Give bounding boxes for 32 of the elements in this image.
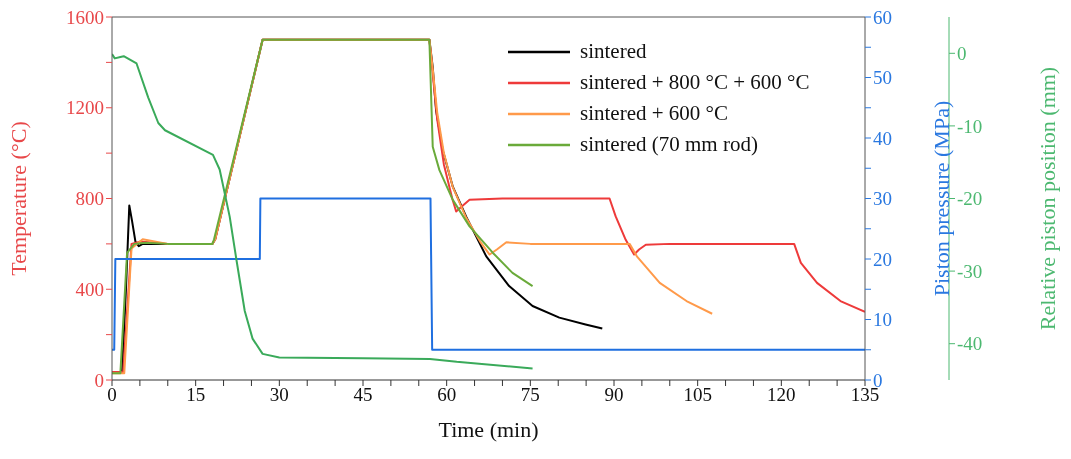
y-axis-title: Temperature (°C) [5, 121, 31, 276]
x-tick-label: 45 [353, 384, 373, 406]
y3-tick-label: 0 [957, 43, 967, 65]
y3-axis-title: Relative piston position (mm) [1034, 66, 1060, 331]
x-tick-label: 60 [437, 384, 457, 406]
y2-axis-title: Piston pressure (MPa) [928, 100, 954, 297]
y-tick-label: 1200 [66, 97, 104, 119]
y-tick-label: 0 [94, 369, 104, 391]
x-tick-label: 105 [683, 384, 712, 406]
x-tick-label: 75 [520, 384, 540, 406]
x-tick-label: 15 [186, 384, 206, 406]
y3-tick-label: -30 [957, 260, 983, 282]
y2-tick-label: 40 [873, 127, 892, 149]
y-tick-label: 800 [75, 188, 104, 210]
y3-tick-label: -40 [957, 333, 983, 355]
y2-tick-label: 50 [873, 67, 892, 89]
y2-tick-label: 20 [873, 248, 892, 270]
y-tick-label: 400 [75, 278, 104, 300]
legend-label: sintered [580, 38, 647, 65]
legend-label: sintered (70 mm rod) [580, 131, 758, 158]
x-tick-label: 90 [604, 384, 624, 406]
legend-label: sintered + 600 °C [580, 100, 728, 127]
x-tick-label: 30 [269, 384, 289, 406]
y2-tick-label: 60 [873, 6, 892, 28]
y3-tick-label: -10 [957, 115, 983, 137]
y2-tick-label: 10 [873, 309, 892, 331]
y-tick-label: 1600 [66, 6, 104, 28]
x-axis-title: Time (min) [438, 417, 539, 442]
legend-label: sintered + 800 °C + 600 °C [580, 69, 810, 96]
y2-tick-label: 30 [873, 188, 892, 210]
y3-tick-label: -20 [957, 188, 983, 210]
x-tick-label: 120 [767, 384, 796, 406]
